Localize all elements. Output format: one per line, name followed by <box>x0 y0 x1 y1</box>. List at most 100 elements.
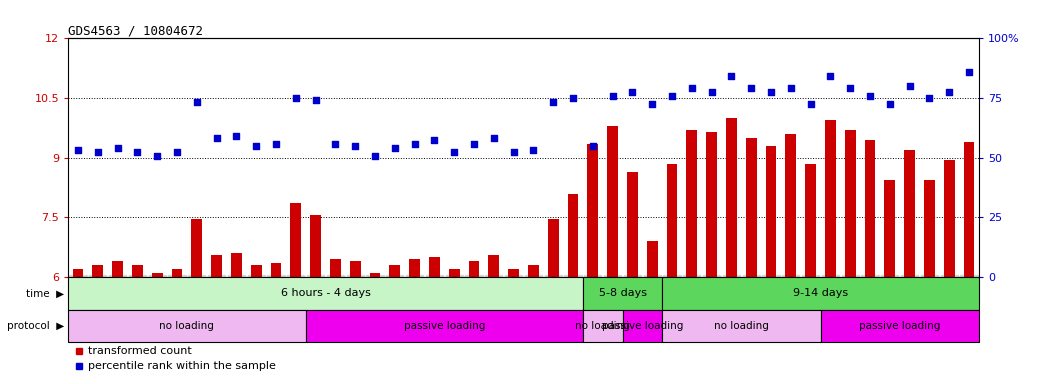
Point <box>486 135 503 141</box>
Bar <box>925 180 935 277</box>
Point <box>525 147 541 153</box>
Point <box>149 153 165 159</box>
Text: 5-8 days: 5-8 days <box>599 288 646 298</box>
Point <box>386 145 403 151</box>
Point <box>69 147 86 153</box>
Bar <box>469 261 480 277</box>
Text: protocol  ▶: protocol ▶ <box>7 321 64 331</box>
Bar <box>662 277 979 310</box>
Bar <box>508 269 519 277</box>
Bar <box>68 277 583 310</box>
Bar <box>310 215 321 277</box>
Point <box>723 73 740 79</box>
Bar <box>132 265 142 277</box>
Bar <box>409 259 420 277</box>
Bar <box>488 255 499 277</box>
Bar <box>270 263 282 277</box>
Bar <box>250 265 262 277</box>
Bar <box>152 273 162 277</box>
Point <box>544 99 561 105</box>
Point <box>129 149 146 155</box>
Bar <box>172 269 182 277</box>
Bar <box>330 259 341 277</box>
Text: passive loading: passive loading <box>602 321 683 331</box>
Bar <box>726 118 737 277</box>
Bar <box>905 150 915 277</box>
Bar <box>306 310 583 342</box>
Text: GDS4563 / 10804672: GDS4563 / 10804672 <box>68 24 203 37</box>
Text: transformed count: transformed count <box>88 346 192 356</box>
Point <box>406 141 423 147</box>
Text: no loading: no loading <box>714 321 768 331</box>
Point <box>248 143 265 149</box>
Bar <box>528 265 539 277</box>
Bar <box>548 219 559 277</box>
Bar <box>662 310 821 342</box>
Point <box>882 101 898 107</box>
Point <box>506 149 522 155</box>
Point <box>624 89 641 95</box>
Bar <box>865 140 875 277</box>
Bar <box>943 160 955 277</box>
Point <box>564 95 581 101</box>
Point <box>802 101 819 107</box>
Point <box>208 135 225 141</box>
Bar <box>192 219 202 277</box>
Bar <box>583 277 662 310</box>
Bar <box>805 164 816 277</box>
Bar <box>647 241 658 277</box>
Bar <box>231 253 242 277</box>
Bar <box>821 310 979 342</box>
Bar <box>389 265 400 277</box>
Text: percentile rank within the sample: percentile rank within the sample <box>88 361 276 371</box>
Point <box>287 95 305 101</box>
Bar <box>449 269 460 277</box>
Point <box>268 141 285 147</box>
Bar <box>350 261 360 277</box>
Bar <box>627 172 638 277</box>
Bar <box>290 204 302 277</box>
Bar <box>92 265 104 277</box>
Text: passive loading: passive loading <box>403 321 485 331</box>
Bar <box>963 142 975 277</box>
Bar <box>623 310 662 342</box>
Point <box>89 149 106 155</box>
Bar <box>745 138 757 277</box>
Bar <box>706 132 717 277</box>
Bar <box>765 146 777 277</box>
Point <box>347 143 363 149</box>
Text: 9-14 days: 9-14 days <box>793 288 848 298</box>
Text: no loading: no loading <box>159 321 215 331</box>
Point <box>644 101 661 107</box>
Point <box>307 97 324 103</box>
Point <box>604 93 621 99</box>
Bar <box>567 194 578 277</box>
Bar <box>370 273 380 277</box>
Bar <box>885 180 895 277</box>
Text: time  ▶: time ▶ <box>26 288 64 298</box>
Bar <box>68 310 306 342</box>
Bar <box>112 261 122 277</box>
Bar <box>845 130 855 277</box>
Point <box>862 93 878 99</box>
Point <box>664 93 681 99</box>
Point <box>704 89 720 95</box>
Point <box>109 145 126 151</box>
Point <box>169 149 185 155</box>
Point <box>426 137 443 143</box>
Bar <box>429 257 440 277</box>
Text: 6 hours - 4 days: 6 hours - 4 days <box>281 288 371 298</box>
Bar <box>211 255 222 277</box>
Point <box>188 99 205 105</box>
Bar <box>687 130 697 277</box>
Point <box>684 85 700 91</box>
Text: no loading: no loading <box>575 321 630 331</box>
Point <box>228 133 245 139</box>
Point <box>961 69 978 75</box>
Point <box>366 153 383 159</box>
Point <box>327 141 343 147</box>
Text: passive loading: passive loading <box>859 321 940 331</box>
Bar <box>825 120 836 277</box>
Bar <box>667 164 677 277</box>
Bar <box>785 134 797 277</box>
